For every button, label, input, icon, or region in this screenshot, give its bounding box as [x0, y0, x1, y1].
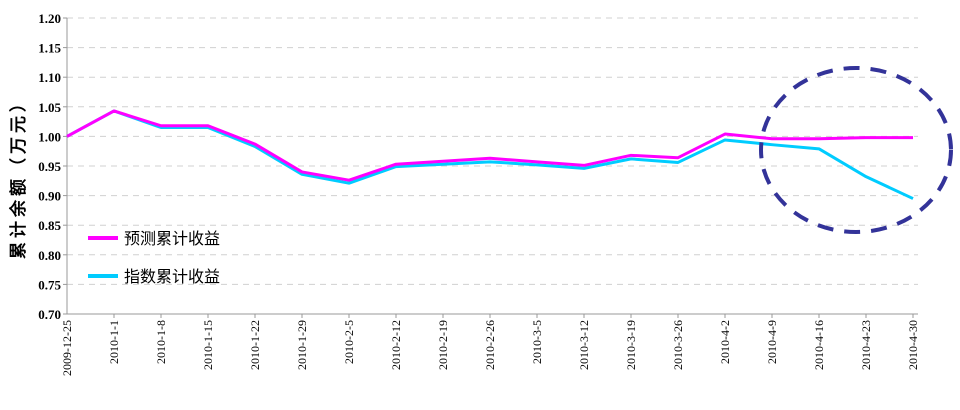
x-tick-label: 2010-2-26	[483, 320, 497, 370]
series-lines	[67, 111, 913, 199]
legend-label: 预测累计收益	[124, 230, 220, 248]
x-tick-label: 2010-2-12	[389, 320, 403, 370]
x-tick-label: 2010-2-19	[436, 320, 450, 370]
y-tick-label: 1.20	[38, 11, 61, 26]
y-tick-label: 0.85	[38, 218, 61, 233]
annotation	[761, 68, 951, 232]
y-tick-label: 1.15	[38, 41, 61, 56]
y-tick-labels: 0.70 0.75 0.80 0.85 0.90 0.95 1.00 1.05 1.10 1.15…	[38, 11, 61, 322]
x-tick-label: 2010-3-5	[530, 320, 544, 364]
x-tick-label: 2010-1-22	[248, 320, 262, 370]
x-tick-label: 2010-4-9	[765, 320, 779, 364]
x-tick-label: 2010-4-2	[718, 320, 732, 364]
y-tick-label: 0.75	[38, 277, 61, 292]
x-tick-label: 2010-1-15	[201, 320, 215, 370]
x-tick-label: 2010-1-8	[154, 320, 168, 364]
x-tick-label: 2010-3-26	[671, 320, 685, 370]
x-tick-labels: 2009-12-25 2010-1-1 2010-1-8 2010-1-15 2010-…	[60, 320, 920, 376]
x-tick-label: 2010-1-29	[295, 320, 309, 370]
x-tick-label: 2009-12-25	[60, 320, 74, 376]
y-tick-label: 0.95	[38, 159, 61, 174]
y-tick-label: 0.90	[38, 189, 61, 204]
x-tick-label: 2010-4-23	[859, 320, 873, 370]
y-tick-label: 1.00	[38, 129, 61, 144]
x-tick-label: 2010-3-12	[577, 320, 591, 370]
y-axis-label: 累计余额（万元）	[8, 91, 28, 259]
y-tick-label: 1.10	[38, 70, 61, 85]
x-tick-label: 2010-4-16	[812, 320, 826, 370]
series-line-index	[67, 111, 913, 199]
legend-label: 指数累计收益	[124, 268, 220, 286]
x-tick-label: 2010-4-30	[906, 320, 920, 370]
y-tick-label: 1.05	[38, 100, 61, 115]
x-tick-label: 2010-1-1	[107, 320, 121, 364]
dashed-ellipse-annotation	[761, 68, 951, 232]
y-tick-label: 0.70	[38, 307, 61, 322]
x-tick-label: 2010-2-5	[342, 320, 356, 364]
x-tick-label: 2010-3-19	[624, 320, 638, 370]
y-tick-label: 0.80	[38, 248, 61, 263]
